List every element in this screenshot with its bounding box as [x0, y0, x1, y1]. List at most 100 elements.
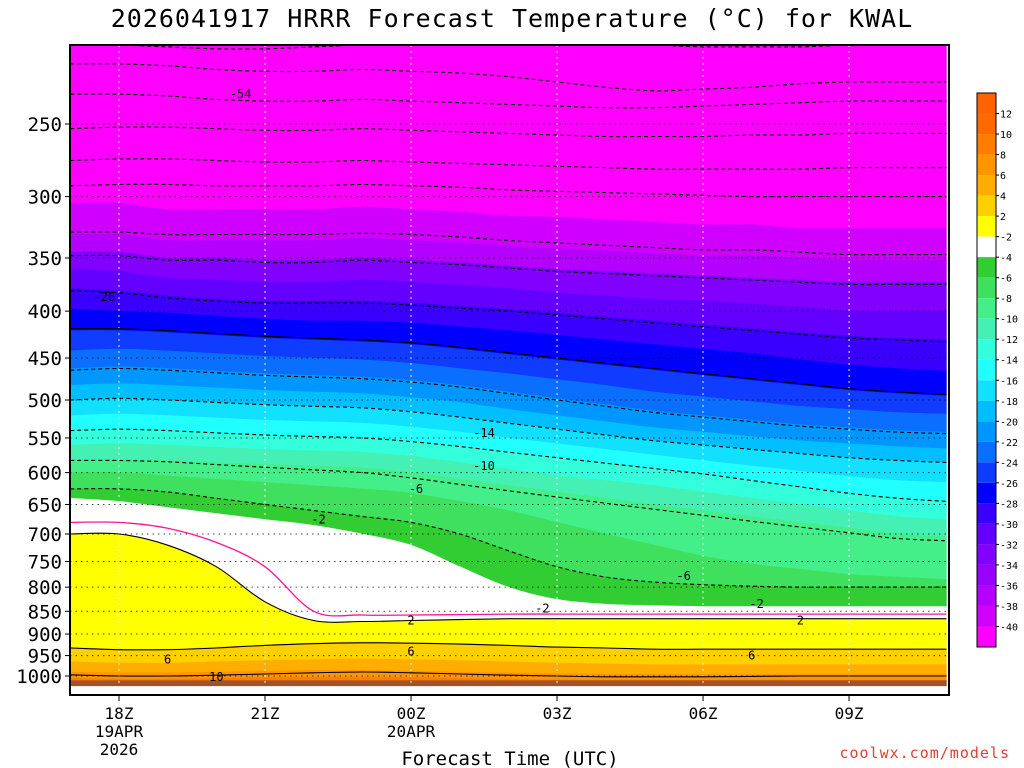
y-tick-label: 950	[28, 646, 62, 668]
y-tick-label: 1000	[16, 666, 62, 688]
isotherm-line	[70, 183, 947, 198]
y-tick-label: 350	[28, 248, 62, 270]
isotherm-line	[70, 231, 947, 256]
colorbar-swatch	[977, 93, 996, 114]
x-tick-label: 00Z	[397, 704, 426, 723]
x-tick-label: 21Z	[251, 704, 280, 723]
isotherm-line	[70, 532, 947, 623]
colorbar-label: -6	[1000, 274, 1012, 285]
colorbar-swatch	[977, 564, 996, 586]
chart-title: 2026041917 HRRR Forecast Temperature (°C…	[110, 4, 914, 33]
isotherm-line	[70, 328, 947, 395]
temperature-band	[70, 45, 947, 230]
colorbar-swatch	[977, 298, 996, 319]
colorbar-swatch	[977, 585, 996, 606]
credit-link[interactable]: coolwx.com/models	[839, 744, 1010, 762]
contour-label: -6	[676, 569, 690, 583]
isotherm-line	[70, 63, 947, 92]
contour-label: 2	[407, 614, 414, 628]
isotherms	[70, 45, 947, 678]
colorbar-swatch	[977, 236, 996, 258]
y-tick-label: 850	[28, 601, 62, 623]
contour-label: -6	[409, 482, 423, 496]
contour-label: -54	[230, 87, 252, 101]
contour-label: 10	[209, 670, 223, 684]
colorbar-swatch	[977, 154, 996, 176]
colorbar-label: -8	[1000, 294, 1012, 305]
colorbar-swatch	[977, 462, 996, 483]
temperature-band	[70, 680, 947, 687]
colorbar-label: -16	[1000, 376, 1018, 387]
isotherm-line	[70, 45, 947, 50]
contour-label: 6	[407, 644, 414, 658]
colorbar-swatch	[977, 441, 996, 463]
colorbar-label: -24	[1000, 458, 1018, 469]
isotherm-line	[70, 93, 947, 109]
temperature-bands	[70, 45, 947, 687]
y-tick-label: 800	[28, 577, 62, 599]
contour-label: -10	[473, 459, 495, 473]
colorbar-swatch	[977, 400, 996, 422]
colorbar-label: 4	[1000, 192, 1006, 203]
colorbar-label: -18	[1000, 397, 1018, 408]
colorbar-label: -40	[1000, 622, 1018, 633]
colorbar-swatch	[977, 257, 996, 278]
colorbar-label: 10	[1000, 130, 1012, 141]
colorbar-label: -14	[1000, 356, 1018, 367]
x-tick-label: 09Z	[835, 704, 864, 723]
contour-label: -2	[311, 512, 325, 526]
isotherm-line	[70, 488, 947, 588]
colorbar-label: -26	[1000, 479, 1018, 490]
colorbar-label: 12	[1000, 110, 1012, 121]
colorbar-label: -22	[1000, 438, 1018, 449]
y-tick-label: 550	[28, 428, 62, 450]
colorbar-swatch	[977, 195, 996, 217]
isotherm-line	[70, 126, 947, 138]
y-tick-label: 450	[28, 348, 62, 370]
contour-label: -2	[749, 597, 763, 611]
colorbar-swatch	[977, 605, 996, 627]
y-tick-label: 500	[28, 390, 62, 412]
colorbar-label: -4	[1000, 253, 1012, 264]
colorbar-label: -30	[1000, 520, 1018, 531]
colorbar-swatch	[977, 626, 996, 647]
colorbar-swatch	[977, 318, 996, 340]
colorbar-swatch	[977, 134, 996, 155]
colorbar-label: -28	[1000, 499, 1018, 510]
colorbar-swatch	[977, 359, 996, 381]
colorbar-label: 8	[1000, 151, 1006, 162]
colorbar-label: -10	[1000, 315, 1018, 326]
y-axis: 2503003504004505005506006507007508008509…	[16, 114, 70, 688]
x-axis-label: Forecast Time (UTC)	[401, 748, 618, 768]
colorbar-label: -38	[1000, 602, 1018, 613]
colorbar-frame	[976, 92, 997, 648]
contour-label: -14	[473, 426, 495, 440]
contour-label: -26	[94, 290, 116, 304]
colorbar-label: -20	[1000, 417, 1018, 428]
y-tick-label: 650	[28, 494, 62, 516]
colorbar-label: -36	[1000, 581, 1018, 592]
contour-labels: -54 -26 -14 -10 -6 -6 -2 -2 -2 2 2 6 6 6 10	[94, 87, 804, 684]
colorbar-swatch	[977, 503, 996, 524]
y-tick-label: 750	[28, 551, 62, 573]
contour-label: 6	[748, 649, 755, 663]
colorbar-swatch	[977, 544, 996, 565]
y-tick-label: 400	[28, 301, 62, 323]
x-tick-label: 06Z	[689, 704, 718, 723]
colorbar-label: -2	[1000, 233, 1012, 244]
x-tick-label: 03Z	[543, 704, 572, 723]
isotherm-line	[70, 642, 947, 651]
colorbar-swatch	[977, 277, 996, 299]
y-tick-label: 250	[28, 114, 62, 136]
isotherm-line	[70, 521, 947, 617]
y-tick-label: 600	[28, 463, 62, 485]
colorbar-swatch	[977, 421, 996, 442]
y-tick-label: 700	[28, 524, 62, 546]
colorbar-swatch	[977, 113, 996, 135]
x-tick-label: 18Z	[105, 704, 134, 723]
colorbar-swatch	[977, 175, 996, 196]
colorbar-label: -34	[1000, 561, 1018, 572]
contour-label: 2	[797, 614, 804, 628]
colorbar-label: 2	[1000, 212, 1006, 223]
